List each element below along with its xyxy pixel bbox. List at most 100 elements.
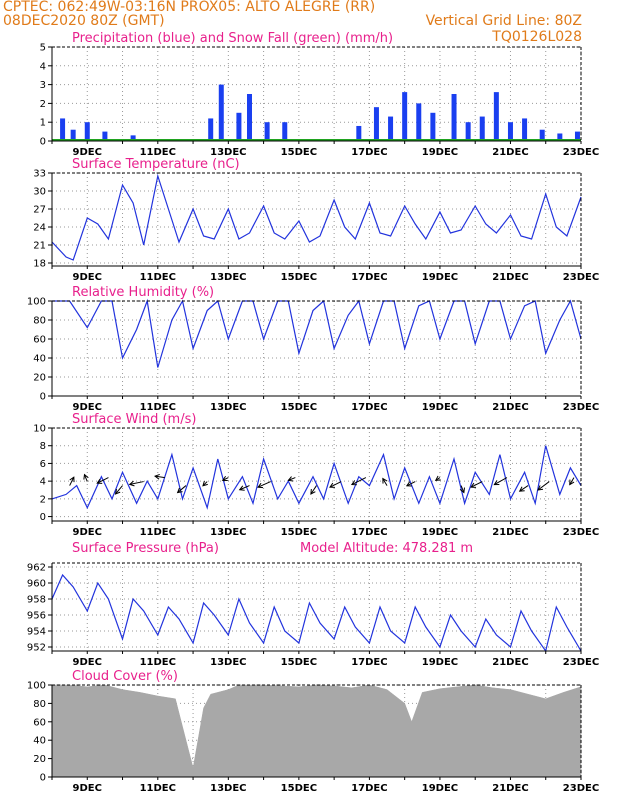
x-tick-label: 11DEC xyxy=(140,402,176,413)
x-tick-label: 17DEC xyxy=(351,783,387,794)
x-tick-label: 19DEC xyxy=(422,527,458,538)
wind-arrow xyxy=(494,477,508,486)
precip-bar xyxy=(246,94,252,141)
wind-arrow xyxy=(222,477,229,481)
x-tick-label: 15DEC xyxy=(281,657,317,668)
y-tick-label: 2 xyxy=(40,99,46,110)
wind-arrow xyxy=(129,481,144,485)
panel-title: Cloud Cover (%) xyxy=(72,669,178,684)
x-tick-label: 17DEC xyxy=(351,402,387,413)
wind-arrow-head xyxy=(537,485,544,491)
wind-arrow-head xyxy=(493,480,500,486)
wind-arrow-head xyxy=(96,478,103,484)
wind-arrow-head xyxy=(221,475,228,482)
x-tick-label: 13DEC xyxy=(210,527,246,538)
x-tick-label: 11DEC xyxy=(140,783,176,794)
y-tick-label: 80 xyxy=(33,699,46,710)
panel-title: Relative Humidity (%) xyxy=(72,285,214,300)
x-tick-label: 11DEC xyxy=(140,147,176,158)
wind-arrow xyxy=(288,477,296,481)
precip-bar xyxy=(356,125,362,141)
y-tick-label: 100 xyxy=(27,681,46,692)
wind-arrow-head xyxy=(154,473,160,480)
precip-bar xyxy=(574,131,580,141)
panel-title: Surface Pressure (hPa) xyxy=(72,541,219,556)
x-tick-label: 9DEC xyxy=(73,272,102,283)
y-tick-label: 954 xyxy=(27,627,46,638)
wind-arrow xyxy=(537,481,550,491)
wind-arrow-head xyxy=(310,488,316,495)
x-tick-label: 9DEC xyxy=(73,402,102,413)
x-tick-label: 13DEC xyxy=(210,402,246,413)
x-tick-label: 23DEC xyxy=(563,657,599,668)
precip-bar xyxy=(60,118,66,141)
x-tick-label: 11DEC xyxy=(140,657,176,668)
header-line3-right: TQ0126L028 xyxy=(492,29,582,45)
precip-bar xyxy=(493,92,499,141)
x-tick-label: 15DEC xyxy=(281,402,317,413)
x-tick-label: 9DEC xyxy=(73,147,102,158)
y-tick-label: 1 xyxy=(40,118,46,129)
precip-bar xyxy=(430,112,436,141)
y-tick-label: 960 xyxy=(27,579,46,590)
y-tick-label: 958 xyxy=(27,595,46,606)
x-tick-label: 21DEC xyxy=(492,402,528,413)
wind-arrow-head xyxy=(257,482,264,489)
y-tick-label: 956 xyxy=(27,611,46,622)
wind-arrow-head xyxy=(69,476,75,483)
x-tick-label: 19DEC xyxy=(422,657,458,668)
wind-arrow xyxy=(519,485,529,492)
y-tick-label: 24 xyxy=(33,223,46,234)
panel-annotation: Model Altitude: 478.281 m xyxy=(300,541,473,556)
precip-bar xyxy=(130,135,136,141)
y-tick-label: 33 xyxy=(33,169,46,180)
y-tick-label: 8 xyxy=(40,441,46,452)
precip-bar xyxy=(402,92,408,141)
precip-bar xyxy=(522,118,528,141)
wind-arrow xyxy=(84,474,88,482)
y-tick-label: 3 xyxy=(40,80,46,91)
x-tick-label: 15DEC xyxy=(281,783,317,794)
wind-arrow xyxy=(115,485,123,495)
wind-arrow xyxy=(329,481,342,488)
wind-arrow-head xyxy=(114,488,121,495)
precip-bar xyxy=(208,118,214,141)
wind-arrow xyxy=(97,477,109,484)
wind-arrow-head xyxy=(382,477,388,484)
wind-arrow-head xyxy=(405,481,412,487)
x-tick-label: 15DEC xyxy=(281,272,317,283)
x-tick-label: 21DEC xyxy=(492,527,528,538)
x-tick-label: 21DEC xyxy=(492,272,528,283)
precip-bar xyxy=(539,129,545,141)
y-tick-label: 60 xyxy=(33,717,46,728)
precip-bar xyxy=(102,131,108,141)
y-tick-label: 80 xyxy=(33,316,46,327)
precip-bar xyxy=(557,133,563,141)
y-tick-label: 20 xyxy=(33,373,46,384)
y-tick-label: 20 xyxy=(33,754,46,765)
wind-arrow-head xyxy=(434,475,441,481)
x-tick-label: 13DEC xyxy=(210,657,246,668)
wind-arrow xyxy=(382,478,388,486)
wind-arrow xyxy=(470,481,483,488)
precip-bar xyxy=(479,116,485,141)
x-tick-label: 17DEC xyxy=(351,657,387,668)
x-tick-label: 9DEC xyxy=(73,783,102,794)
x-tick-label: 23DEC xyxy=(563,272,599,283)
x-tick-label: 23DEC xyxy=(563,147,599,158)
x-tick-label: 23DEC xyxy=(563,402,599,413)
wind-arrow-head xyxy=(202,480,208,487)
wind-arrow xyxy=(69,476,75,486)
x-tick-label: 9DEC xyxy=(73,657,102,668)
y-tick-label: 5 xyxy=(40,43,46,54)
precip-bar xyxy=(264,122,270,141)
wind-arrow xyxy=(460,485,465,493)
series-line xyxy=(51,573,582,653)
panel-title: Precipitation (blue) and Snow Fall (gree… xyxy=(72,31,393,46)
wind-arrow xyxy=(239,485,250,491)
header-line1: CPTEC: 062:49W-03:16N PROX05: ALTO ALEGR… xyxy=(3,0,376,15)
precip-bar xyxy=(465,122,471,141)
wind-arrow xyxy=(257,481,271,488)
y-tick-label: 40 xyxy=(33,736,46,747)
